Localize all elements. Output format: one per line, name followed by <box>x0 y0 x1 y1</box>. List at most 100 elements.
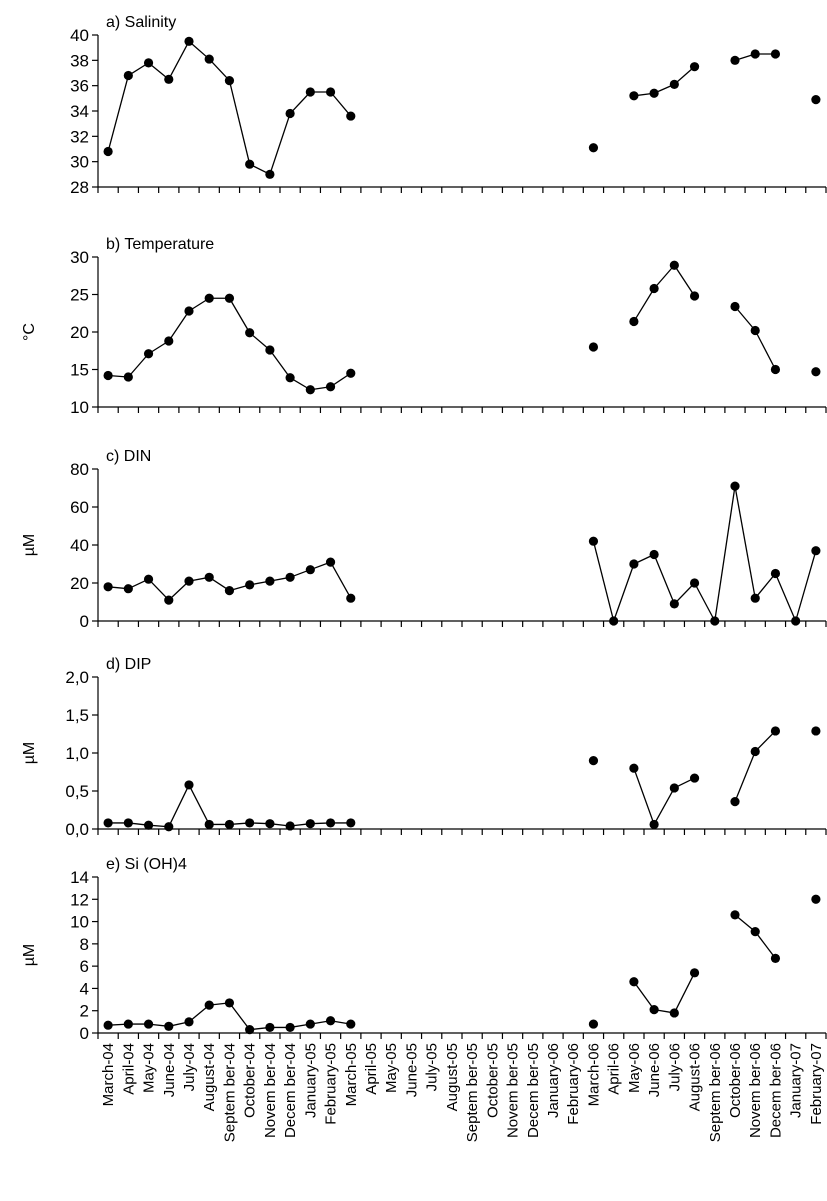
data-point <box>669 1008 679 1018</box>
x-tick-label: January-05 <box>302 1043 319 1118</box>
series-segment <box>754 330 777 370</box>
data-point <box>710 616 720 626</box>
data-point <box>629 316 639 327</box>
data-point <box>224 998 235 1008</box>
data-point <box>164 1021 174 1031</box>
data-point <box>123 584 133 594</box>
data-point <box>224 586 235 596</box>
data-point <box>103 370 113 381</box>
series-segment <box>127 353 150 378</box>
x-tick-label: May-06 <box>626 1043 643 1093</box>
x-tick-label: Novem ber-05 <box>505 1043 522 1138</box>
data-point <box>184 1017 194 1027</box>
data-point <box>770 364 781 375</box>
y-tick-label: 40 <box>70 26 89 45</box>
data-point <box>265 576 275 586</box>
data-point <box>265 1022 275 1033</box>
y-tick-label: 28 <box>70 178 89 197</box>
data-point <box>164 336 174 346</box>
y-tick-label: 6 <box>80 957 89 976</box>
x-tick-label: August-05 <box>444 1043 461 1111</box>
panel-title: e) Si (OH)4 <box>106 856 187 873</box>
data-point <box>750 49 760 59</box>
data-point <box>730 910 740 920</box>
data-point <box>649 549 659 560</box>
x-tick-label: Decem ber-05 <box>525 1043 542 1138</box>
series-segment <box>269 113 291 175</box>
series-segment <box>754 573 776 599</box>
data-point <box>184 36 194 46</box>
data-point <box>325 818 336 828</box>
y-tick-label: 20 <box>70 323 89 342</box>
data-point <box>750 593 760 603</box>
data-point <box>770 49 781 59</box>
data-point <box>629 763 639 773</box>
x-tick-label: Decem ber-04 <box>282 1043 299 1138</box>
y-tick-label: 4 <box>80 979 89 998</box>
x-tick-label: January-07 <box>788 1043 805 1118</box>
data-point <box>811 894 821 904</box>
x-tick-label: January-06 <box>545 1043 562 1118</box>
data-point <box>730 797 740 807</box>
x-tick-label: June-04 <box>161 1043 178 1097</box>
series-segment <box>754 931 776 959</box>
data-point <box>265 345 275 355</box>
series-segment <box>269 349 291 379</box>
x-tick-label: June-05 <box>403 1043 420 1097</box>
data-point <box>103 146 113 157</box>
data-point <box>285 108 295 119</box>
y-tick-label: 38 <box>70 51 89 70</box>
data-point <box>649 819 659 830</box>
series-segment <box>734 485 756 599</box>
series-segment <box>774 573 797 622</box>
data-point <box>811 95 821 105</box>
data-point <box>730 55 740 65</box>
series-segment <box>228 1002 251 1031</box>
x-tick-label: Septem ber-05 <box>464 1043 481 1142</box>
data-point <box>285 1022 295 1033</box>
data-point <box>669 79 679 89</box>
data-point <box>245 328 255 338</box>
data-point <box>588 1019 599 1029</box>
x-tick-label: Septem ber-04 <box>221 1043 238 1142</box>
y-tick-label: 15 <box>70 361 89 380</box>
x-tick-label: February-05 <box>323 1043 340 1125</box>
y-tick-label: 14 <box>70 868 89 887</box>
data-point <box>325 1016 336 1026</box>
data-point <box>164 595 174 605</box>
data-point <box>629 559 639 569</box>
y-tick-label: 8 <box>80 935 89 954</box>
x-tick-label: March-06 <box>585 1043 602 1106</box>
y-axis-label: µM <box>21 944 38 967</box>
panel-title: a) Salinity <box>106 14 176 31</box>
data-point <box>204 293 214 303</box>
y-tick-label: 10 <box>70 913 89 932</box>
series-segment <box>653 554 675 605</box>
data-point <box>588 756 599 766</box>
data-point <box>649 88 659 98</box>
x-tick-label: August-06 <box>687 1043 704 1111</box>
data-point <box>649 283 659 294</box>
x-tick-label: Novem ber-04 <box>262 1043 279 1138</box>
data-point <box>143 820 154 830</box>
data-point <box>184 576 194 586</box>
series-segment <box>714 486 736 622</box>
data-point <box>204 572 214 582</box>
y-tick-label: 20 <box>70 574 89 593</box>
data-point <box>730 301 740 312</box>
data-point <box>305 385 315 395</box>
x-tick-label: March-05 <box>343 1043 360 1106</box>
x-tick-label: October-06 <box>727 1043 744 1118</box>
data-point <box>204 1000 214 1010</box>
data-point <box>164 74 174 84</box>
series-segment <box>188 784 210 825</box>
panel-1: 28 30 32 34 36 38 40 a) Salinity <box>70 14 827 197</box>
x-tick-label: Decem ber-06 <box>767 1043 784 1138</box>
data-point <box>629 977 639 987</box>
panel-title: d) DIP <box>106 656 151 673</box>
data-point <box>689 578 700 588</box>
data-point <box>285 373 295 383</box>
data-point <box>224 293 235 303</box>
data-point <box>245 818 255 828</box>
data-point <box>325 557 336 567</box>
